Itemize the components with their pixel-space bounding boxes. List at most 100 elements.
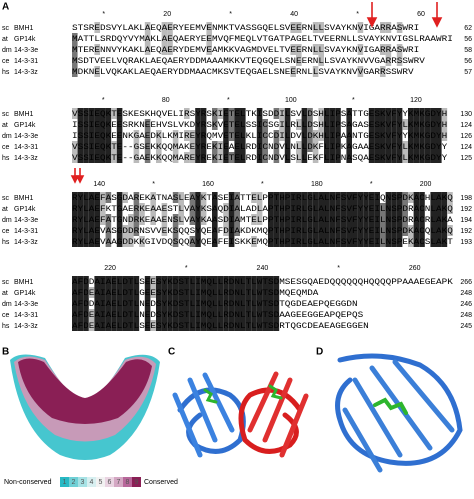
- shade: [301, 152, 308, 163]
- shade: [77, 214, 84, 225]
- shade: [184, 276, 190, 287]
- ruler-label: *: [102, 97, 105, 104]
- shade: [284, 119, 291, 130]
- shade: [296, 119, 302, 130]
- shade: [77, 320, 84, 331]
- shade: [105, 287, 112, 298]
- shade: [228, 309, 235, 320]
- shade: [245, 287, 252, 298]
- shade: [212, 287, 218, 298]
- shade: [100, 203, 106, 214]
- shade: [279, 203, 285, 214]
- shade: [105, 214, 112, 225]
- protein: GP14k: [14, 206, 36, 213]
- shade: [111, 287, 117, 298]
- shade: [116, 152, 123, 163]
- shade: [284, 225, 291, 236]
- shade: [128, 236, 134, 247]
- shade: [161, 287, 168, 298]
- shade: [72, 236, 78, 247]
- shade: [195, 141, 201, 152]
- shade: [77, 287, 84, 298]
- shade: [156, 276, 162, 287]
- shade: [380, 119, 386, 130]
- shade: [156, 152, 162, 163]
- shade: [324, 152, 330, 163]
- shade: [111, 309, 117, 320]
- shade: [430, 236, 436, 247]
- shade: [223, 298, 229, 309]
- shade: [436, 214, 442, 225]
- shade: [329, 119, 336, 130]
- shade: [94, 320, 100, 331]
- shade: [223, 130, 229, 141]
- shade: [385, 108, 392, 119]
- shade: [307, 119, 313, 130]
- shade: [228, 225, 235, 236]
- surface-structure: [10, 354, 160, 460]
- shade: [116, 276, 123, 287]
- shade: [212, 236, 218, 247]
- sequence: AFDEAIAELDTLSEESYKDSTLIMQLLRDNLTLWTSDRTQ…: [72, 322, 369, 331]
- shade: [83, 320, 89, 331]
- species: hs: [2, 155, 10, 162]
- shade: [256, 152, 263, 163]
- shade: [94, 192, 100, 203]
- shade: [273, 152, 280, 163]
- shade: [290, 203, 296, 214]
- shade: [223, 152, 229, 163]
- shade: [161, 33, 168, 44]
- shade: [363, 214, 369, 225]
- end-number: 248: [460, 312, 472, 319]
- shade: [212, 152, 218, 163]
- shade: [234, 214, 240, 225]
- shade: [262, 141, 268, 152]
- shade: [268, 287, 274, 298]
- shade: [279, 225, 285, 236]
- shade: [380, 66, 386, 77]
- shade: [88, 192, 95, 203]
- shade: [296, 192, 302, 203]
- shade: [436, 130, 442, 141]
- shade: [374, 192, 380, 203]
- shade: [111, 320, 117, 331]
- shade: [144, 22, 151, 33]
- shade: [284, 203, 291, 214]
- shade: [318, 192, 324, 203]
- shade: [262, 130, 268, 141]
- shade: [245, 309, 252, 320]
- shade: [161, 22, 168, 33]
- shade: [72, 309, 78, 320]
- panel-label: A: [2, 2, 9, 13]
- ruler-label: 80: [162, 97, 170, 104]
- shade: [318, 130, 324, 141]
- shade: [88, 225, 95, 236]
- shade: [212, 276, 218, 287]
- shade: [273, 192, 280, 203]
- shade: [88, 236, 95, 247]
- shade: [234, 203, 240, 214]
- shade: [206, 309, 212, 320]
- shade: [290, 214, 296, 225]
- shade: [195, 298, 201, 309]
- shade: [133, 214, 140, 225]
- sequence: RYLAEVASGDDRNSVVEKSQQSYQEAFDIAKDKMQPTHPI…: [72, 227, 453, 236]
- shade: [385, 55, 392, 66]
- shade: [279, 108, 285, 119]
- shade: [273, 108, 280, 119]
- shade: [301, 214, 308, 225]
- ruler-label: 40: [290, 11, 298, 18]
- scale-label: 6: [108, 479, 112, 486]
- scale-box: [132, 477, 141, 487]
- shade: [419, 203, 425, 214]
- shade: [217, 152, 224, 163]
- shade: [413, 108, 420, 119]
- protein: 14-3-3e: [14, 301, 38, 308]
- shade: [374, 152, 380, 163]
- shade: [408, 108, 414, 119]
- shade: [268, 192, 274, 203]
- protein: BMH1: [14, 25, 34, 32]
- legend-low: Non-conserved: [4, 479, 52, 486]
- shade: [167, 276, 173, 287]
